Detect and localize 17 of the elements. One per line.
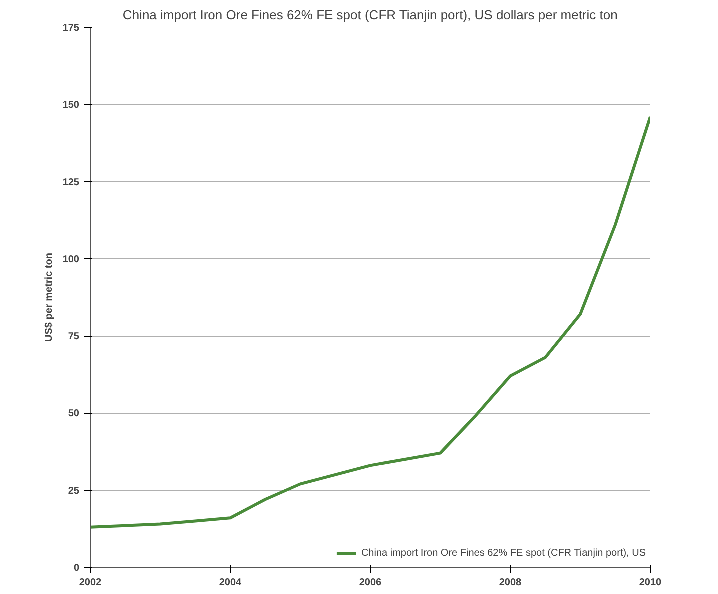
y-tick-label: 150 [62, 100, 80, 112]
line-series [90, 115, 650, 529]
y-tick-label: 0 [74, 563, 80, 574]
y-tick-label: 50 [68, 408, 80, 420]
x-tick-label: 2004 [219, 578, 242, 588]
y-axis-title: US$ per metric ton [44, 253, 55, 342]
y-tick-label: 100 [62, 254, 80, 266]
y-tick-label: 25 [68, 486, 80, 497]
y-tick-label: 125 [62, 177, 80, 188]
x-tick-label: 2002 [79, 578, 102, 588]
x-tick-label: 2010 [639, 578, 662, 588]
legend-label: China import Iron Ore Fines 62% FE spot (CFR Tianjin port), US [361, 548, 646, 558]
x-tick-label: 2006 [359, 578, 382, 588]
y-tick-label: 75 [68, 332, 80, 343]
y-tick-label: 175 [62, 23, 80, 34]
chart-title: China import Iron Ore Fines 62% FE spot (CFR Tianjin port), US dollars per metric ton [122, 8, 618, 22]
x-tick-label: 2008 [499, 578, 522, 588]
